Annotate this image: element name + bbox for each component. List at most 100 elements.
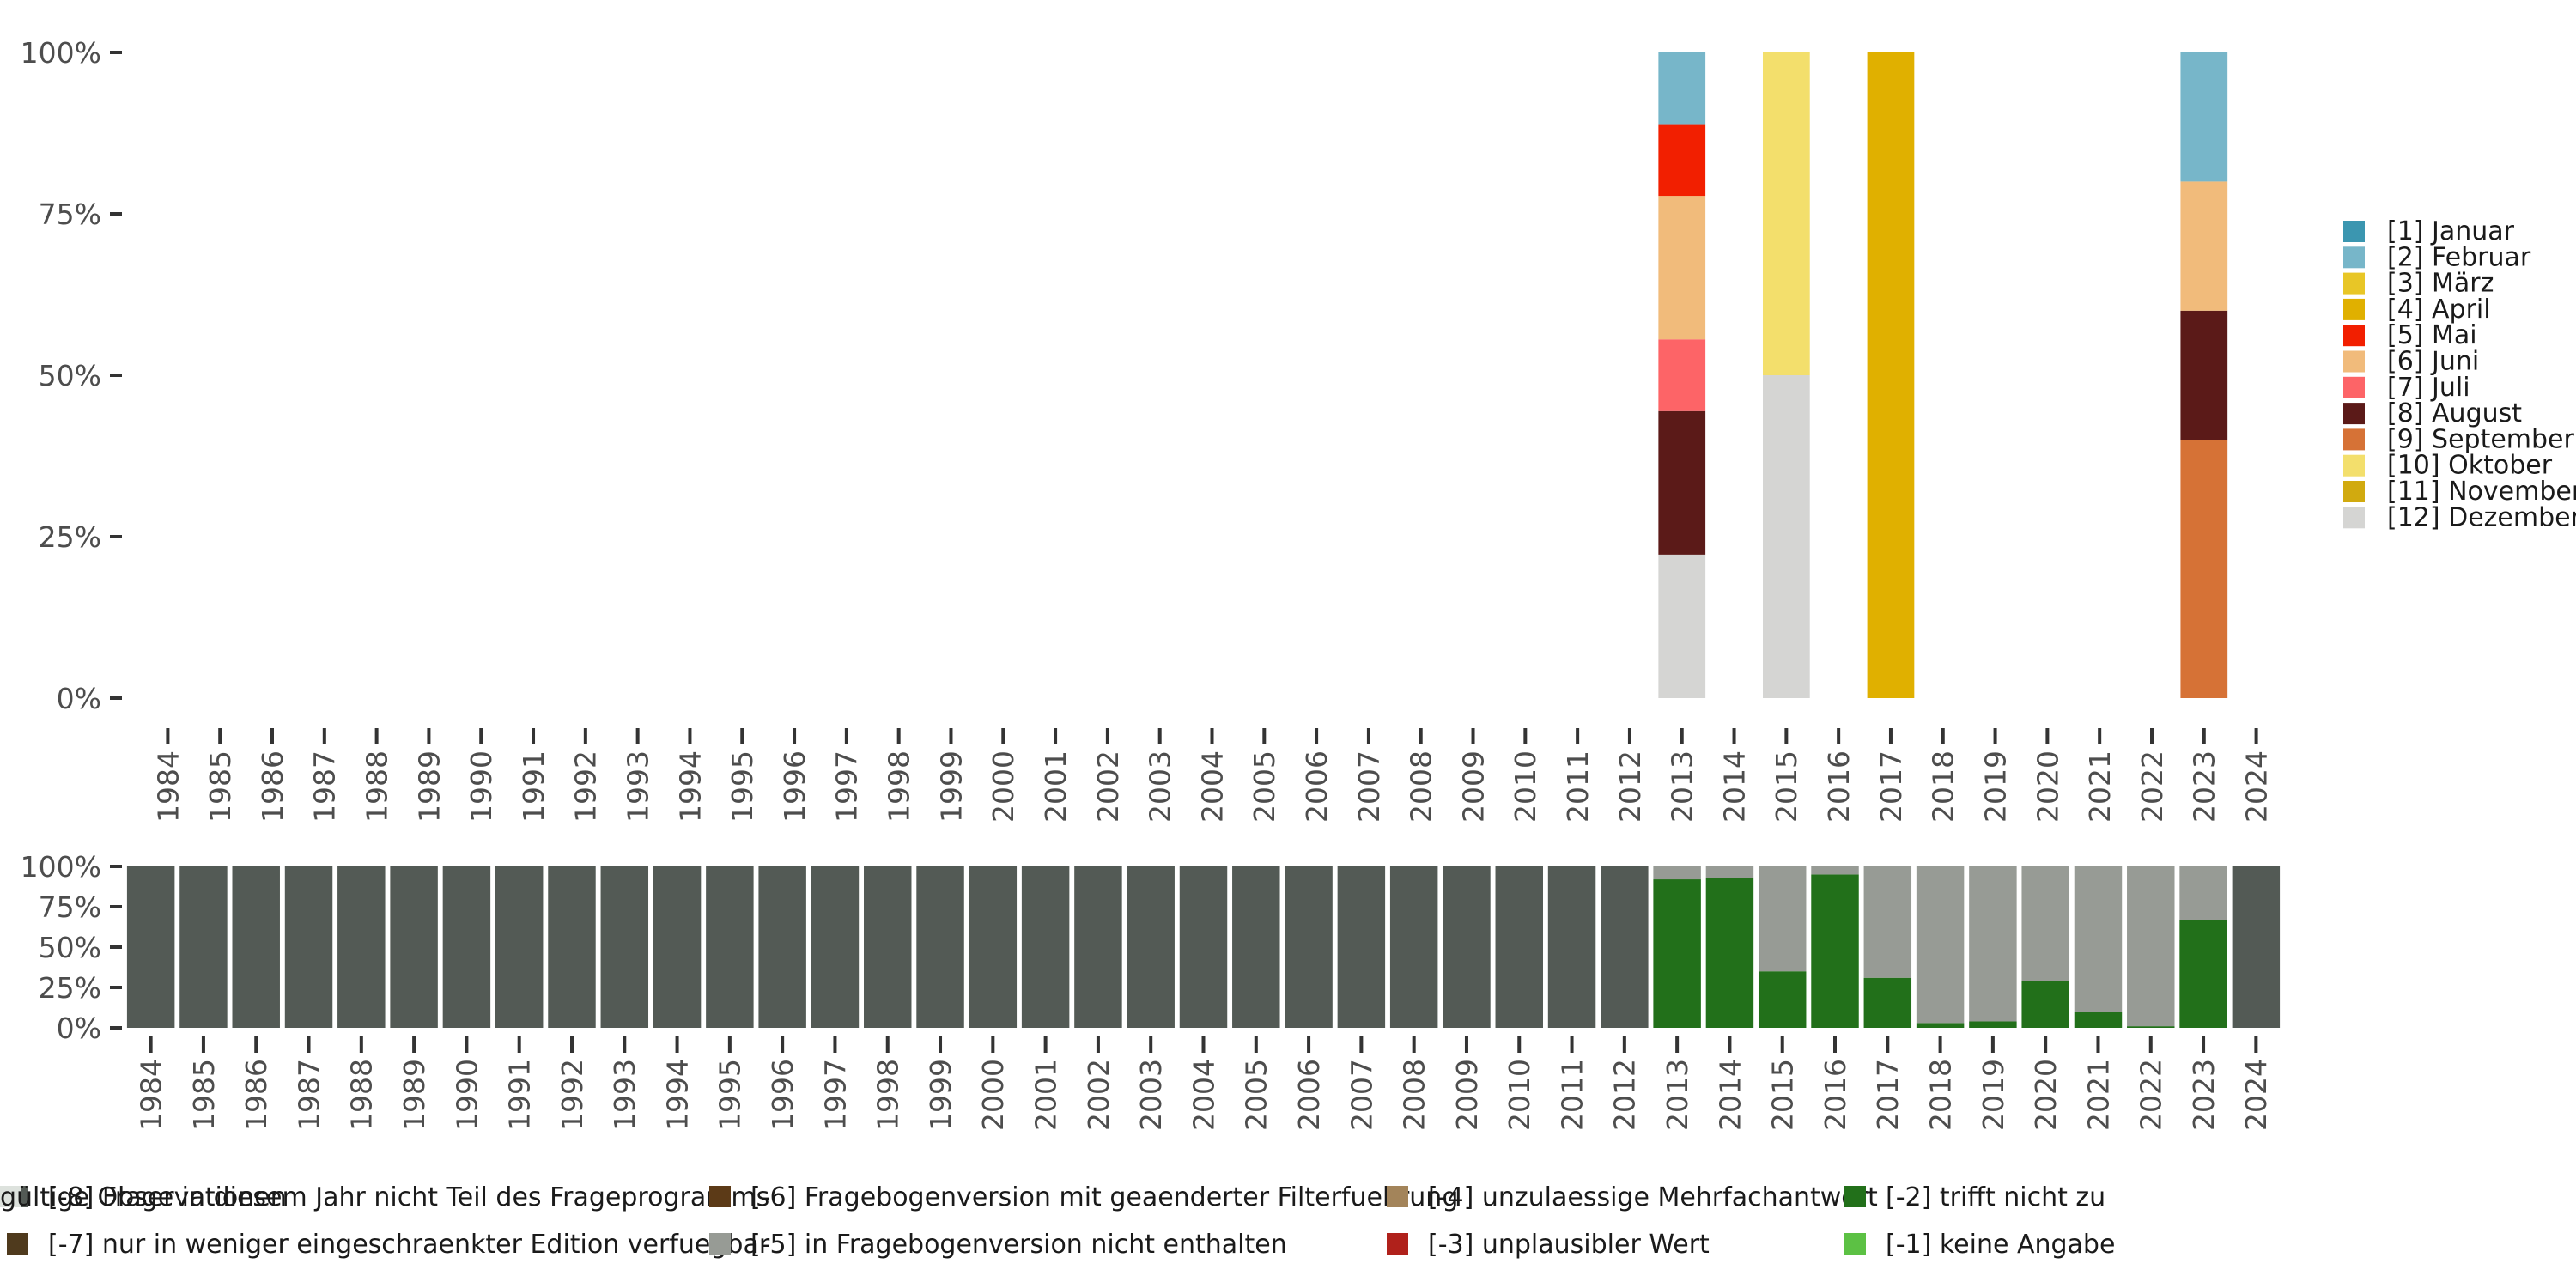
x-tick-label: 1990	[450, 1059, 483, 1131]
legend-label: [6] Juni	[2387, 347, 2479, 377]
bar-segment-8-frage-in-diesem-jahr-nicht-teil-des-frageprogramms	[548, 866, 596, 1028]
x-tick-label: 2010	[1503, 1059, 1536, 1131]
x-tick-label: 1991	[517, 750, 550, 823]
x-tick-label: 2010	[1509, 750, 1542, 823]
bar-segment-5-in-fragebogenversion-nicht-enthalten	[1863, 866, 1912, 978]
x-tick-label: 2012	[1613, 750, 1647, 823]
bar-segment-5-in-fragebogenversion-nicht-enthalten	[2021, 866, 2069, 981]
legend-key	[2343, 403, 2365, 425]
x-tick-label: 2006	[1300, 750, 1334, 823]
x-tick-label: 1989	[412, 750, 446, 823]
y-tick-label: 0%	[57, 1012, 101, 1045]
x-tick-label: 1994	[660, 1059, 694, 1131]
y-tick-label: 100%	[21, 36, 101, 70]
x-tick-label: 2022	[2135, 1059, 2168, 1131]
x-tick-label: 2017	[1874, 750, 1908, 823]
x-tick-label: 2011	[1561, 750, 1595, 823]
x-tick-label: 1987	[308, 750, 342, 823]
month-distribution-chart: 0% 25% 50% 75% 100% 1984 1985 1986 1987 1988 1989 1…	[21, 36, 2274, 823]
bar-segment-8-frage-in-diesem-jahr-nicht-teil-des-frageprogramms	[1285, 866, 1333, 1028]
x-tick-label: 2016	[1819, 1059, 1852, 1131]
x-tick-label: 1988	[361, 750, 394, 823]
bar-segment-5-in-fragebogenversion-nicht-enthalten	[1705, 866, 1754, 878]
legend-key	[1387, 1233, 1408, 1255]
legend-key	[2343, 272, 2365, 295]
x-tick-label: 2014	[1713, 1059, 1747, 1131]
x-tick-label: 2005	[1248, 750, 1281, 823]
legend-label: [-5] in Fragebogenversion nicht enthalte…	[750, 1230, 1287, 1260]
x-tick-label: 1985	[187, 1059, 221, 1131]
bar-segment-8-frage-in-diesem-jahr-nicht-teil-des-frageprogramms	[126, 866, 175, 1028]
legend-label: [1] Januar	[2387, 216, 2515, 246]
legend-key	[2343, 454, 2365, 477]
y-tick-label: 75%	[39, 197, 101, 231]
x-tick-label: 2003	[1134, 1059, 1168, 1131]
x-tick-label: 1984	[135, 1059, 168, 1131]
x-tick-label: 2013	[1666, 750, 1699, 823]
bar-segment-8-frage-in-diesem-jahr-nicht-teil-des-frageprogramms	[1337, 866, 1386, 1028]
y-tick-label: 100%	[21, 850, 101, 884]
x-tick-label: 2020	[2029, 1059, 2063, 1131]
x-tick-label: 1993	[622, 750, 655, 823]
legend-label: [-4] unzulaessige Mehrfachantwort	[1428, 1182, 1878, 1212]
legend-label: [-8] Frage in diesem Jahr nicht Teil des…	[48, 1182, 769, 1212]
x-tick-label: 1999	[934, 750, 968, 823]
bar-segment-8-frage-in-diesem-jahr-nicht-teil-des-frageprogramms	[864, 866, 912, 1028]
x-tick-label: 2002	[1091, 750, 1125, 823]
x-tick-label: 1998	[883, 750, 916, 823]
bar-segment-2-trifft-nicht-zu	[2179, 920, 2227, 1028]
x-tick-label: 1993	[608, 1059, 641, 1131]
bar-segment-8-frage-in-diesem-jahr-nicht-teil-des-frageprogramms	[1443, 866, 1491, 1028]
bar-segment-8-frage-in-diesem-jahr-nicht-teil-des-frageprogramms	[179, 866, 228, 1028]
bar-segment-2-trifft-nicht-zu	[1705, 878, 1754, 1028]
x-tick-label: 2006	[1292, 1059, 1326, 1131]
x-tick-label: 2003	[1144, 750, 1177, 823]
x-tick-label: 2000	[987, 750, 1020, 823]
x-tick-label: 2024	[2239, 1059, 2273, 1131]
x-tick-label: 2000	[976, 1059, 1010, 1131]
legend-key	[2343, 350, 2365, 373]
legend-label: [-7] nur in weniger eingeschraenkter Edi…	[48, 1230, 770, 1260]
bar-segment-2-trifft-nicht-zu	[1811, 874, 1859, 1028]
bar-segment-8-frage-in-diesem-jahr-nicht-teil-des-frageprogramms	[600, 866, 649, 1028]
bar-segment-2-trifft-nicht-zu	[2074, 1012, 2123, 1028]
bar-segment-8-frage-in-diesem-jahr-nicht-teil-des-frageprogramms	[758, 866, 806, 1028]
bar-segment-2-trifft-nicht-zu	[1863, 977, 1912, 1028]
x-tick-label: 2012	[1608, 1059, 1642, 1131]
bar-segment-8-august	[1658, 410, 1706, 555]
bar-segment-8-frage-in-diesem-jahr-nicht-teil-des-frageprogramms	[811, 866, 860, 1028]
x-tick-label: 2023	[2187, 1059, 2221, 1131]
bar-segment-8-frage-in-diesem-jahr-nicht-teil-des-frageprogramms	[916, 866, 964, 1028]
legend-label: [9] September	[2387, 424, 2575, 454]
x-tick-label: 1995	[726, 750, 759, 823]
legend-key	[2343, 428, 2365, 451]
bar-segment-8-frage-in-diesem-jahr-nicht-teil-des-frageprogramms	[1021, 866, 1070, 1028]
x-tick-label: 1991	[503, 1059, 537, 1131]
bar-segment-10-oktober	[1762, 52, 1810, 375]
legend-key	[2343, 507, 2365, 529]
legend-key	[7, 1233, 28, 1255]
x-tick-label: 2021	[2081, 1059, 2115, 1131]
bar-segment-2-trifft-nicht-zu	[2021, 981, 2069, 1028]
x-tick-label: 2017	[1871, 1059, 1905, 1131]
legend-label: [10] Oktober	[2387, 451, 2553, 481]
x-tick-label: 2018	[1923, 1059, 1957, 1131]
x-tick-label: 2019	[1978, 750, 2012, 823]
x-tick-label: 1996	[766, 1059, 799, 1131]
bar-segment-8-frage-in-diesem-jahr-nicht-teil-des-frageprogramms	[442, 866, 491, 1028]
x-tick-label: 1996	[778, 750, 811, 823]
bar-segment-5-in-fragebogenversion-nicht-enthalten	[1758, 866, 1807, 972]
x-tick-label: 2016	[1822, 750, 1856, 823]
bar-segment-8-frage-in-diesem-jahr-nicht-teil-des-frageprogramms	[495, 866, 544, 1028]
x-tick-label: 2007	[1345, 1059, 1378, 1131]
x-tick-label: 2001	[1039, 750, 1072, 823]
x-tick-label: 1985	[204, 750, 237, 823]
y-tick-label: 50%	[39, 931, 101, 964]
x-tick-label: 2009	[1456, 750, 1490, 823]
bar-segment-8-frage-in-diesem-jahr-nicht-teil-des-frageprogramms	[337, 866, 386, 1028]
legend-label: [2] Februar	[2387, 242, 2531, 272]
legend-key	[2343, 481, 2365, 502]
x-tick-label: 2015	[1770, 750, 1803, 823]
x-tick-label: 2004	[1187, 1059, 1220, 1131]
x-tick-label: 2004	[1195, 750, 1229, 823]
